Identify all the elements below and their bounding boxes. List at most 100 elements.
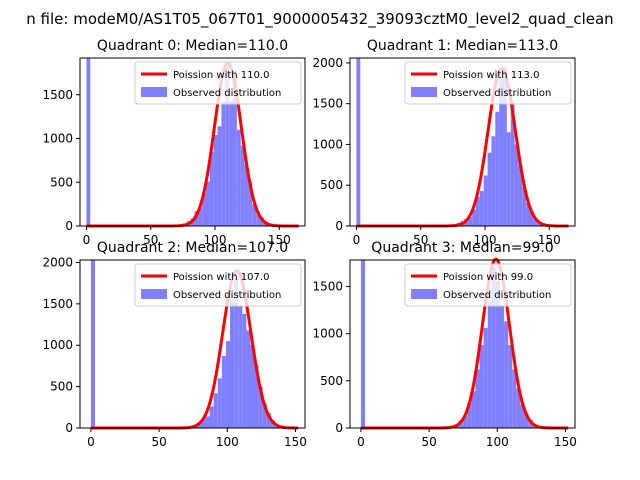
legend: Poission with 107.0 Observed distribution (134, 263, 302, 307)
histogram-bar (483, 327, 488, 428)
histogram-bar (503, 66, 507, 226)
y-tick-label: 1000 (42, 132, 73, 146)
y-tick-label: 1500 (42, 297, 73, 311)
legend-label: Observed distribution (173, 290, 281, 301)
subplot-title: Quadrant 2: Median=107.0 (97, 240, 288, 256)
legend-bar-swatch (141, 87, 167, 97)
histogram-bar (217, 378, 222, 428)
y-tick-label: 2000 (312, 56, 343, 70)
histogram-bar (487, 301, 492, 428)
legend-label: Observed distribution (443, 290, 551, 301)
legend: Poission with 113.0 Observed distribution (404, 61, 572, 105)
legend-label: Observed distribution (443, 88, 551, 99)
histogram-bar (491, 267, 496, 428)
histogram-bar (213, 393, 218, 428)
histogram-bar (491, 136, 496, 226)
histogram-bar (256, 212, 260, 226)
x-tick-label: 100 (204, 233, 227, 247)
histogram-bar (520, 404, 525, 428)
y-tick-label: 1000 (42, 338, 73, 352)
histogram-bar (221, 356, 226, 428)
histogram-bar (479, 344, 484, 428)
histogram-bar (202, 192, 206, 226)
histogram-bar (356, 58, 361, 226)
figure-suptitle: n file: modeM0/AS1T05_067T01_9000005432_… (26, 10, 613, 29)
axes-frame (349, 57, 576, 227)
histogram-bar (242, 313, 247, 428)
subplots: Quadrant 0: Median=110.00 50 100 1500500100… (42, 38, 576, 449)
legend-label: Poission with 110.0 (173, 70, 269, 81)
histogram-bar (230, 298, 235, 428)
legend-label: Poission with 99.0 (443, 272, 533, 283)
histogram-bar (360, 260, 365, 428)
x-tick-label: 150 (268, 233, 291, 247)
histogram-bar (217, 126, 222, 226)
y-tick-label: 1500 (312, 279, 343, 293)
y-tick-label: 500 (320, 178, 343, 192)
histogram-bar (238, 305, 243, 428)
histogram-bar (472, 209, 476, 226)
histogram-bar (266, 413, 271, 428)
histogram-bar (459, 420, 464, 428)
histogram-bar (500, 305, 505, 428)
histogram-bar (530, 211, 534, 226)
histogram-bar (198, 207, 203, 226)
histogram-bar (467, 403, 472, 428)
x-tick-label: 0 (83, 233, 91, 247)
legend-box (404, 61, 572, 105)
y-tick-label: 1000 (312, 327, 343, 341)
histogram-bar (213, 135, 218, 226)
histogram-bar (475, 369, 480, 428)
legend-bar-swatch (411, 87, 437, 97)
histogram-bar (209, 406, 214, 428)
x-tick-label: 100 (474, 233, 497, 247)
histogram-bar (514, 144, 519, 226)
histogram-bar (225, 341, 230, 428)
x-tick-label: 0 (357, 435, 365, 449)
histogram-bar (510, 99, 515, 226)
x-tick-label: 50 (151, 435, 166, 449)
histogram-bar (471, 391, 476, 428)
y-tick-label: 1500 (312, 97, 343, 111)
subplot-quadrant-0: Quadrant 0: Median=110.00 50 100 1500500100… (42, 38, 306, 247)
legend-label: Observed distribution (173, 88, 281, 99)
axes-frame (79, 57, 306, 227)
subplot-title: Quadrant 0: Median=110.0 (97, 38, 288, 54)
histogram-bar (508, 344, 513, 428)
legend-label: Poission with 107.0 (173, 272, 269, 283)
histogram-bar (518, 164, 523, 226)
y-tick-label: 500 (50, 380, 73, 394)
histogram-bar (487, 152, 492, 226)
y-tick-label: 500 (50, 175, 73, 189)
histogram-bar (90, 260, 95, 428)
x-tick-label: 50 (421, 435, 436, 449)
x-tick-label: 150 (554, 435, 577, 449)
subplot-quadrant-1: Quadrant 1: Median=113.00 50 100 1500500100… (312, 38, 576, 247)
histogram-bar (246, 330, 251, 428)
histogram-bar (495, 111, 500, 226)
histogram-bar (252, 204, 257, 226)
subplot-quadrant-3: Quadrant 3: Median=99.00 50 100 15005001000… (312, 240, 576, 449)
x-tick-label: 150 (538, 233, 561, 247)
y-tick-label: 0 (335, 421, 343, 435)
histogram-bar (495, 280, 500, 428)
histogram-bar (479, 190, 484, 226)
legend-box (134, 61, 302, 105)
histogram-bar (236, 129, 241, 226)
subplot-title: Quadrant 3: Median=99.0 (371, 240, 553, 256)
histogram-bar (526, 203, 530, 226)
histogram-bar (516, 388, 521, 428)
y-tick-label: 0 (335, 219, 343, 233)
legend-box (404, 263, 572, 307)
y-tick-label: 1000 (312, 137, 343, 151)
histogram-bar (244, 164, 249, 226)
histogram-bar (262, 403, 267, 428)
histogram-bar (260, 217, 264, 226)
histogram-bar (499, 79, 503, 226)
x-tick-label: 0 (87, 435, 95, 449)
histogram-bar (522, 186, 527, 226)
histogram-bar (468, 217, 473, 226)
y-tick-label: 500 (320, 374, 343, 388)
legend: Poission with 99.0 Observed distribution (404, 263, 572, 307)
legend-label: Poission with 113.0 (443, 70, 539, 81)
